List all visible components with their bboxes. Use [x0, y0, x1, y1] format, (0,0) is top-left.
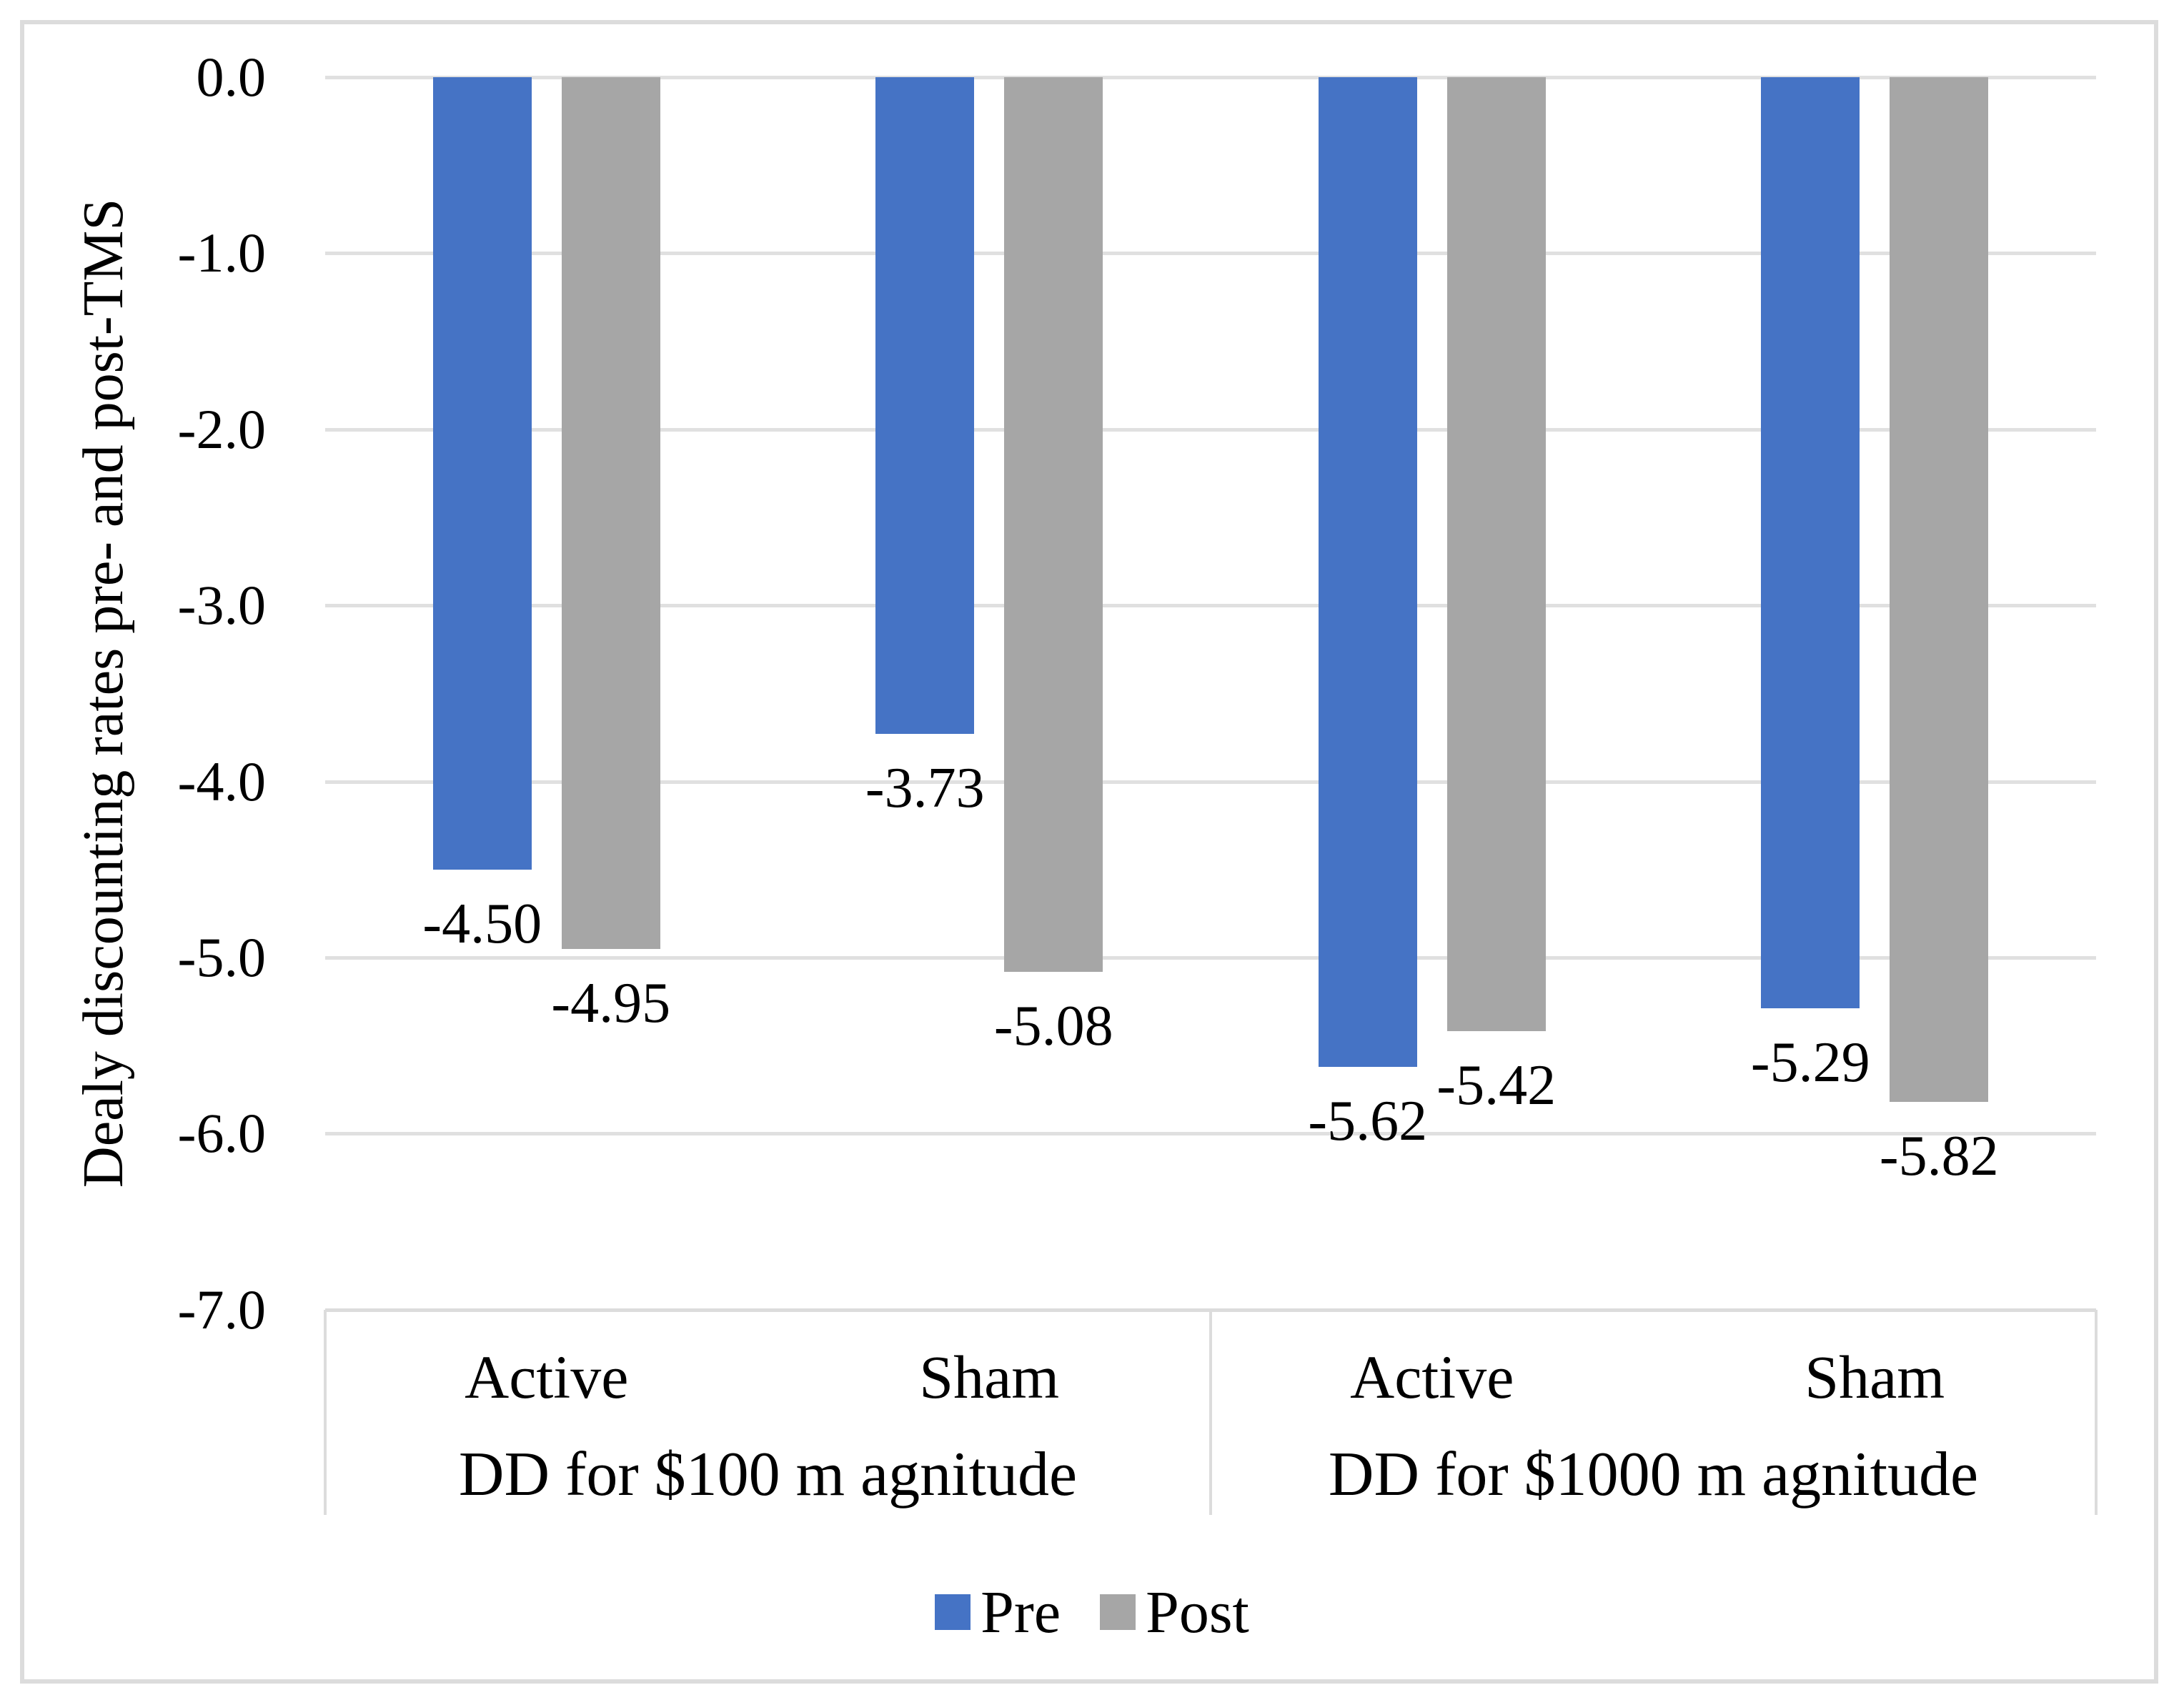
y-tick-label: -7.0 [177, 1278, 266, 1341]
category-separator [2095, 1310, 2098, 1515]
y-axis-title: Dealy discounting rates pre- and post-TM… [72, 198, 135, 1188]
bar-post [561, 77, 660, 949]
bar-value-label: -3.73 [865, 757, 985, 820]
bar-pre [875, 77, 975, 734]
bar-pre [432, 77, 532, 870]
bar-post [1004, 77, 1103, 972]
gridline [325, 252, 2096, 256]
category-label: Sham [919, 1343, 1060, 1411]
category-label: Sham [1805, 1343, 1945, 1411]
gridline [325, 1132, 2096, 1136]
legend-label: Pre [981, 1579, 1061, 1646]
group-label: DD for $100 m agnitude [458, 1440, 1078, 1509]
legend-swatch-pre [935, 1594, 971, 1630]
y-tick-label: -2.0 [177, 397, 266, 460]
bar-value-label: -4.50 [422, 893, 542, 955]
category-label: Active [1350, 1343, 1514, 1411]
y-tick-label: -4.0 [177, 750, 266, 812]
bar-value-label: -5.08 [993, 995, 1113, 1058]
y-tick-label: -3.0 [177, 574, 266, 637]
legend-item-pre: Pre [935, 1578, 1061, 1647]
bar-value-label: -5.82 [1879, 1125, 1999, 1188]
gridline [325, 956, 2096, 960]
gridline [325, 604, 2096, 608]
y-tick-label: 0.0 [196, 46, 267, 108]
gridline [325, 780, 2096, 784]
legend-label: Post [1146, 1579, 1249, 1646]
group-label: DD for $1000 m agnitude [1328, 1440, 1979, 1509]
legend: Pre Post [0, 1569, 2184, 1655]
category-separator [1209, 1310, 1212, 1515]
bar-value-label: -5.62 [1308, 1090, 1428, 1153]
y-tick-label: -1.0 [177, 222, 266, 284]
legend-item-post: Post [1100, 1578, 1249, 1647]
gridline [325, 427, 2096, 432]
bar-post [1890, 77, 1989, 1102]
category-separator [324, 1310, 327, 1515]
figure-border [20, 20, 2158, 1684]
bar-pre [1761, 77, 1860, 1008]
legend-swatch-post [1100, 1594, 1136, 1630]
gridline [325, 76, 2096, 79]
y-tick-label: -6.0 [177, 1102, 266, 1165]
bar-value-label: -5.42 [1436, 1054, 1557, 1117]
bar-post [1446, 77, 1546, 1031]
bar-pre [1318, 77, 1417, 1067]
y-tick-label: -5.0 [177, 926, 266, 988]
bar-value-label: -5.29 [1750, 1031, 1870, 1094]
category-label: Active [465, 1343, 629, 1411]
bar-value-label: -4.95 [551, 972, 671, 1035]
